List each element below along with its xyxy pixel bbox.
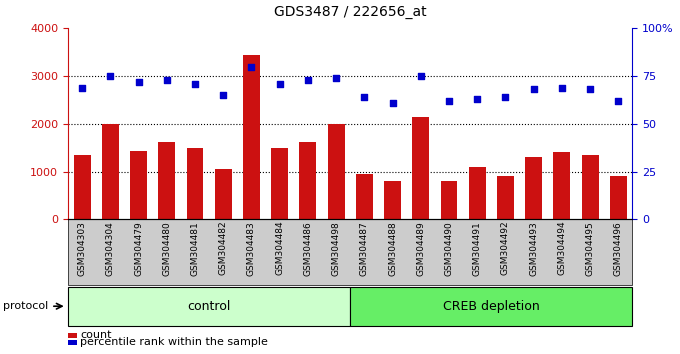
Point <box>472 96 483 102</box>
Point <box>303 77 313 83</box>
Bar <box>581 155 598 219</box>
Text: GDS3487 / 222656_at: GDS3487 / 222656_at <box>274 5 426 19</box>
Bar <box>384 181 401 219</box>
Point <box>415 73 426 79</box>
Bar <box>469 167 486 219</box>
Text: percentile rank within the sample: percentile rank within the sample <box>80 337 268 347</box>
Bar <box>102 124 119 219</box>
Bar <box>441 181 458 219</box>
Point <box>133 79 144 85</box>
Point <box>585 87 596 92</box>
Point <box>443 98 454 104</box>
Bar <box>299 142 316 219</box>
Bar <box>356 174 373 219</box>
Point <box>613 98 624 104</box>
Bar <box>271 148 288 219</box>
Point <box>246 64 257 69</box>
Point <box>274 81 285 87</box>
Text: CREB depletion: CREB depletion <box>443 300 540 313</box>
Point <box>161 77 172 83</box>
Point <box>556 85 567 90</box>
Bar <box>554 152 571 219</box>
Text: protocol: protocol <box>3 301 49 311</box>
Point <box>359 94 370 100</box>
Bar <box>497 176 514 219</box>
Point <box>218 92 228 98</box>
Bar <box>215 169 232 219</box>
Bar <box>525 157 542 219</box>
Point <box>330 75 341 81</box>
Bar <box>328 124 345 219</box>
Bar <box>412 117 429 219</box>
Point <box>105 73 116 79</box>
Point <box>500 94 511 100</box>
Point <box>77 85 88 90</box>
Text: control: control <box>188 300 231 313</box>
Bar <box>73 155 90 219</box>
Point <box>528 87 539 92</box>
Bar <box>243 55 260 219</box>
Point <box>387 100 398 106</box>
Point <box>190 81 201 87</box>
Bar <box>610 176 627 219</box>
Bar <box>186 148 203 219</box>
Bar <box>158 142 175 219</box>
Text: count: count <box>80 330 112 340</box>
Bar <box>130 151 147 219</box>
